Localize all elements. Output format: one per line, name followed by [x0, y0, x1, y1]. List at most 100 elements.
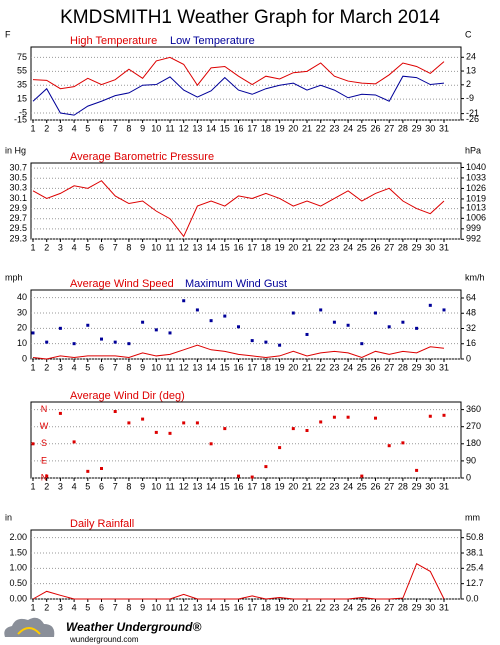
plot-frame [30, 46, 462, 121]
data-point [100, 337, 103, 341]
y2-tick-label: 992 [466, 234, 481, 244]
x-tick-label: 20 [288, 481, 298, 491]
y-tick-label: 29.7 [9, 213, 27, 223]
x-tick-label: 7 [113, 481, 118, 491]
x-tick-label: 20 [288, 242, 298, 252]
x-tick-label: 31 [439, 481, 449, 491]
legend-entry: Average Wind Dir (deg) [70, 390, 185, 402]
x-tick-label: 9 [140, 123, 145, 133]
y-tick-label: N [41, 404, 48, 414]
data-point [237, 474, 240, 478]
y2-tick-label: 1013 [466, 202, 486, 212]
x-tick-label: 11 [165, 123, 174, 133]
data-point [415, 468, 419, 472]
y2-tick-label: 999 [466, 223, 481, 233]
legend-entry: Average Wind Speed [70, 278, 174, 290]
data-point [31, 331, 35, 335]
data-point [168, 331, 172, 335]
data-point [264, 465, 268, 469]
plot-frame [30, 529, 462, 600]
x-tick-label: 16 [233, 362, 243, 372]
x-tick-label: 20 [288, 362, 298, 372]
x-tick-label: 23 [329, 123, 339, 133]
data-point [223, 314, 227, 318]
y2-axis-unit: hPa [465, 145, 481, 155]
y-tick-label: 30.7 [9, 162, 27, 172]
y-tick-label: 20 [17, 323, 27, 333]
x-tick-label: 10 [151, 602, 161, 612]
x-tick-label: 6 [99, 481, 104, 491]
x-tick-label: 29 [412, 242, 422, 252]
x-tick-label: 29 [412, 362, 422, 372]
x-tick-label: 10 [151, 481, 161, 491]
y-tick-label: 1.00 [9, 563, 27, 573]
x-tick-label: 24 [343, 123, 353, 133]
y-tick-label: 40 [17, 292, 27, 302]
brand-url: wunderground.com [69, 635, 139, 644]
x-tick-label: 16 [233, 481, 243, 491]
x-tick-label: 23 [329, 362, 339, 372]
x-tick-label: 18 [261, 242, 271, 252]
logo [4, 617, 55, 637]
x-tick-label: 14 [206, 481, 216, 491]
data-point [428, 303, 432, 307]
x-tick-label: 17 [247, 602, 257, 612]
x-tick-label: 18 [261, 481, 271, 491]
y-tick-label: 0.00 [9, 593, 27, 603]
y-tick-label: 75 [17, 52, 27, 62]
x-tick-label: 4 [72, 481, 77, 491]
legend-entry: Average Barometric Pressure [70, 151, 214, 163]
y2-tick-label: 38.1 [466, 547, 484, 557]
data-point [141, 320, 145, 324]
data-point [182, 421, 186, 425]
y2-tick-label: 1026 [466, 183, 486, 193]
x-tick-label: 5 [85, 123, 90, 133]
data-point [305, 429, 309, 432]
y2-tick-label: 270 [466, 421, 481, 431]
x-tick-label: 9 [140, 481, 145, 491]
y2-tick-label: 0 [466, 353, 471, 363]
x-tick-label: 10 [151, 242, 161, 252]
x-tick-label: 7 [113, 602, 118, 612]
page-title: KMDSMITH1 Weather Graph for March 2014 [60, 7, 440, 28]
data-point [209, 319, 213, 323]
x-tick-label: 31 [439, 362, 449, 372]
y2-tick-label: 50.8 [466, 532, 484, 542]
y2-tick-label: 1006 [466, 213, 486, 223]
data-point [428, 414, 432, 418]
series-line [32, 180, 445, 238]
x-tick-label: 12 [179, 242, 189, 252]
plot-frame [30, 162, 462, 240]
x-tick-label: 14 [206, 602, 216, 612]
x-tick-label: 3 [58, 242, 63, 252]
x-tick-label: 10 [151, 123, 161, 133]
x-tick-label: 10 [151, 362, 161, 372]
x-tick-label: 24 [343, 602, 353, 612]
data-point [237, 325, 240, 329]
x-tick-label: 22 [316, 242, 326, 252]
x-tick-label: 6 [99, 123, 104, 133]
data-point [45, 474, 49, 478]
x-tick-label: 27 [384, 242, 394, 252]
x-tick-label: 22 [316, 123, 326, 133]
data-point [305, 332, 309, 336]
x-tick-label: 19 [275, 242, 285, 252]
x-tick-label: 17 [247, 481, 257, 491]
x-tick-label: 13 [192, 481, 202, 491]
x-tick-label: 27 [384, 123, 394, 133]
x-tick-label: 21 [302, 123, 312, 133]
data-point [154, 430, 158, 434]
data-point [223, 427, 227, 431]
data-point [31, 442, 35, 446]
x-tick-label: 27 [384, 602, 394, 612]
x-tick-label: 3 [58, 362, 63, 372]
x-tick-label: 8 [126, 362, 131, 372]
y-tick-label: 0.50 [9, 578, 27, 588]
x-tick-label: 23 [329, 602, 339, 612]
y2-tick-label: -21 [466, 108, 479, 118]
x-tick-label: 19 [275, 362, 285, 372]
x-tick-label: 23 [329, 242, 339, 252]
y2-tick-label: 1033 [466, 172, 486, 182]
x-tick-label: 4 [72, 123, 77, 133]
